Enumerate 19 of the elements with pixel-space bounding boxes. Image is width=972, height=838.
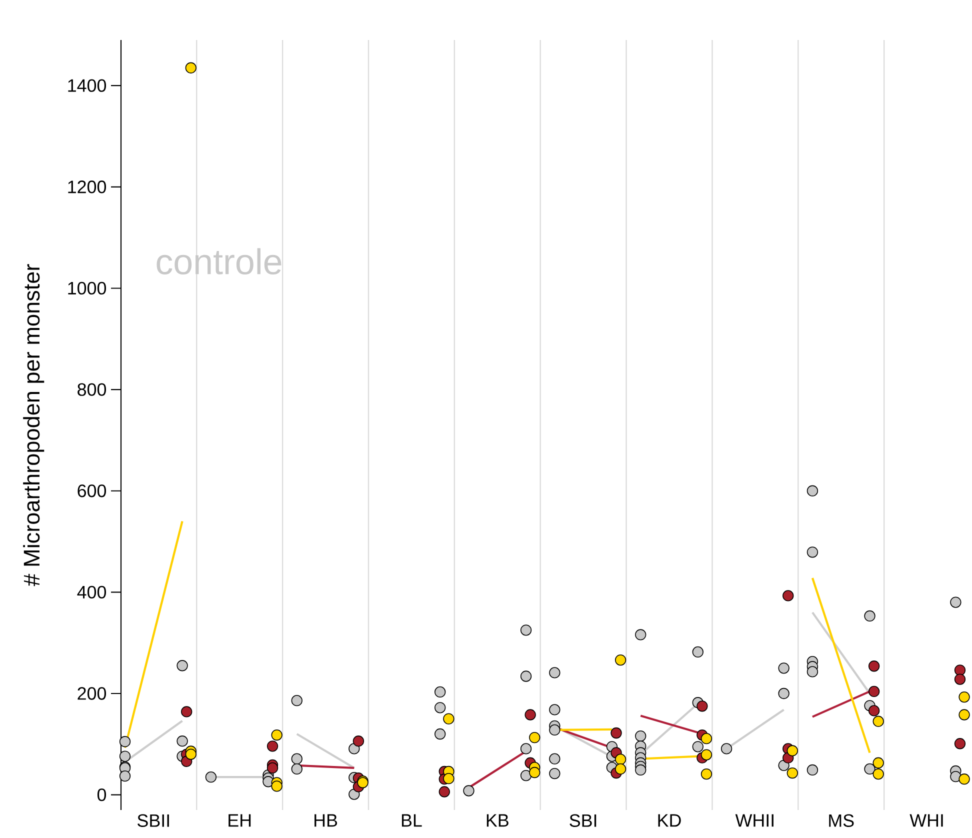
y-tick-label: 400: [77, 586, 106, 599]
y-tick-label: 1000: [68, 282, 106, 295]
x-tick-label: SBII: [138, 814, 169, 827]
x-tick-label: KB: [486, 814, 508, 827]
y-tick-label: 1200: [68, 180, 106, 194]
x-tick-label: KD: [658, 814, 681, 827]
y-tick-label: 800: [78, 383, 106, 396]
x-tick-label: WHI: [910, 814, 943, 827]
x-tick-label: SBI: [570, 814, 596, 827]
x-tick-label: MS: [829, 814, 854, 827]
y-tick-label: 0: [97, 788, 106, 802]
x-tick-label: EH: [228, 814, 251, 827]
y-tick-label: 1400: [68, 79, 106, 92]
x-tick-label: BL: [402, 814, 422, 827]
y-axis-title: # Microarthropoden per monster: [23, 264, 44, 586]
y-tick-label: 600: [78, 484, 106, 498]
y-tick-label: 200: [78, 687, 106, 700]
x-tick-label: HB: [314, 814, 338, 827]
x-tick-label: WHII: [735, 814, 774, 827]
